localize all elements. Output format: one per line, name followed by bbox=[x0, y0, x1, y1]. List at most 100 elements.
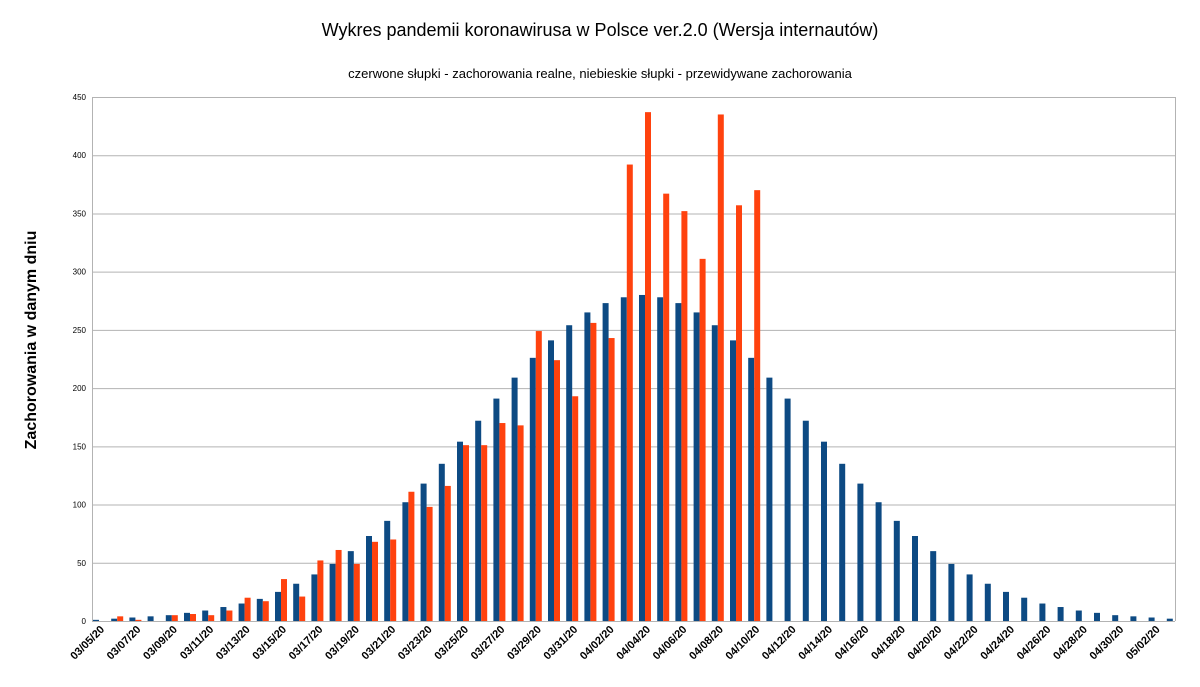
bar-real bbox=[171, 615, 178, 621]
bar-real bbox=[499, 423, 506, 621]
x-tick-label: 03/31/20 bbox=[542, 624, 581, 663]
x-tick-label: 03/19/20 bbox=[323, 624, 362, 663]
bar-real bbox=[335, 549, 342, 621]
bar-real bbox=[645, 112, 651, 621]
bar-predicted bbox=[766, 377, 773, 621]
x-tick-label: 04/08/20 bbox=[687, 624, 726, 663]
bar-predicted bbox=[984, 583, 991, 621]
bar-real bbox=[736, 205, 742, 622]
y-tick-label: 100 bbox=[73, 501, 87, 510]
bar-predicted bbox=[1021, 597, 1028, 621]
bar-predicted bbox=[293, 583, 300, 621]
x-tick-label: 03/23/20 bbox=[396, 624, 435, 663]
bar-real bbox=[426, 506, 433, 621]
bar-predicted bbox=[329, 563, 336, 621]
bar-predicted bbox=[1039, 603, 1046, 621]
bar-real bbox=[444, 485, 451, 621]
x-tick-label: 05/02/20 bbox=[1124, 624, 1163, 663]
bar-predicted bbox=[165, 615, 172, 621]
bar-predicted bbox=[1094, 612, 1100, 621]
bar-real bbox=[226, 610, 233, 621]
y-tick-label: 0 bbox=[82, 617, 87, 626]
bar-predicted bbox=[384, 520, 391, 621]
bar-real bbox=[317, 560, 324, 621]
x-tick-label: 04/10/20 bbox=[724, 624, 763, 663]
x-tick-label: 03/21/20 bbox=[360, 624, 399, 663]
bar-predicted bbox=[948, 563, 955, 621]
x-tick-label: 04/18/20 bbox=[869, 624, 908, 663]
y-tick-label: 350 bbox=[73, 209, 87, 218]
bar-predicted bbox=[620, 297, 627, 621]
bar-real bbox=[244, 597, 251, 621]
chart-title: Wykres pandemii koronawirusa w Polsce ve… bbox=[321, 20, 879, 40]
bar-predicted bbox=[147, 616, 154, 621]
x-tick-label: 04/22/20 bbox=[942, 624, 981, 663]
bar-predicted bbox=[184, 612, 190, 621]
bar-real bbox=[572, 396, 579, 621]
bar-predicted bbox=[584, 312, 591, 621]
bar-predicted bbox=[1130, 616, 1137, 621]
bar-real bbox=[281, 579, 287, 621]
bar-predicted bbox=[93, 619, 99, 621]
bar-predicted bbox=[1057, 607, 1064, 621]
bar-predicted bbox=[129, 617, 136, 621]
bar-predicted bbox=[893, 520, 900, 621]
x-tick-label: 03/17/20 bbox=[287, 624, 326, 663]
y-tick-labels: 0 50 100 150 200 250 300 350 400 450 bbox=[73, 93, 87, 626]
y-axis-label: Zachorowania w danym dniu bbox=[23, 231, 40, 450]
bar-predicted bbox=[438, 463, 445, 621]
x-tick-label: 04/02/20 bbox=[578, 624, 617, 663]
bar-predicted bbox=[1148, 617, 1155, 621]
x-tick-label: 04/28/20 bbox=[1051, 624, 1090, 663]
bar-real bbox=[517, 425, 524, 621]
bar-predicted bbox=[839, 463, 846, 621]
x-tick-label: 04/26/20 bbox=[1015, 624, 1054, 663]
bar-real bbox=[463, 445, 469, 621]
bar-real bbox=[699, 258, 706, 621]
x-tick-label: 03/05/20 bbox=[68, 624, 107, 663]
x-tick-label: 03/09/20 bbox=[141, 624, 180, 663]
bar-predicted bbox=[693, 312, 700, 621]
bar-predicted bbox=[1112, 615, 1119, 621]
grid-lines bbox=[92, 97, 1175, 622]
bar-predicted bbox=[657, 297, 664, 621]
bar-real bbox=[299, 596, 306, 621]
bar-predicted bbox=[220, 607, 227, 621]
bar-predicted bbox=[1075, 610, 1082, 621]
bar-predicted bbox=[821, 441, 827, 621]
bar-predicted bbox=[238, 603, 245, 621]
bar-predicted bbox=[857, 483, 864, 621]
y-tick-label: 50 bbox=[77, 559, 86, 568]
bar-predicted bbox=[784, 398, 791, 621]
bar-real bbox=[663, 193, 670, 621]
bar-real bbox=[190, 614, 196, 621]
x-tick-label: 03/25/20 bbox=[432, 624, 471, 663]
bars bbox=[93, 112, 1173, 622]
bar-predicted bbox=[1003, 591, 1009, 621]
bar-predicted bbox=[802, 420, 809, 621]
x-tick-label: 04/14/20 bbox=[796, 624, 835, 663]
bar-predicted bbox=[420, 483, 427, 621]
bar-predicted bbox=[493, 398, 500, 621]
x-tick-label: 04/16/20 bbox=[833, 624, 872, 663]
bar-real bbox=[626, 164, 633, 622]
bar-predicted bbox=[748, 357, 755, 621]
bar-predicted bbox=[730, 340, 736, 621]
axes bbox=[92, 97, 1176, 621]
x-tick-label: 04/12/20 bbox=[760, 624, 799, 663]
y-tick-label: 200 bbox=[73, 384, 87, 393]
y-tick-label: 450 bbox=[73, 93, 87, 102]
bar-predicted bbox=[347, 551, 354, 621]
bar-predicted bbox=[966, 574, 973, 621]
y-tick-label: 150 bbox=[73, 442, 87, 451]
x-tick-label: 03/29/20 bbox=[505, 624, 544, 663]
bar-real bbox=[535, 331, 542, 621]
bar-predicted bbox=[111, 618, 118, 621]
bar-real bbox=[390, 539, 397, 621]
bar-predicted bbox=[675, 303, 682, 621]
bar-predicted bbox=[366, 536, 372, 621]
y-tick-label: 300 bbox=[73, 268, 87, 277]
bar-real bbox=[372, 541, 378, 621]
x-tick-label: 03/13/20 bbox=[214, 624, 253, 663]
x-tick-label: 04/24/20 bbox=[978, 624, 1017, 663]
